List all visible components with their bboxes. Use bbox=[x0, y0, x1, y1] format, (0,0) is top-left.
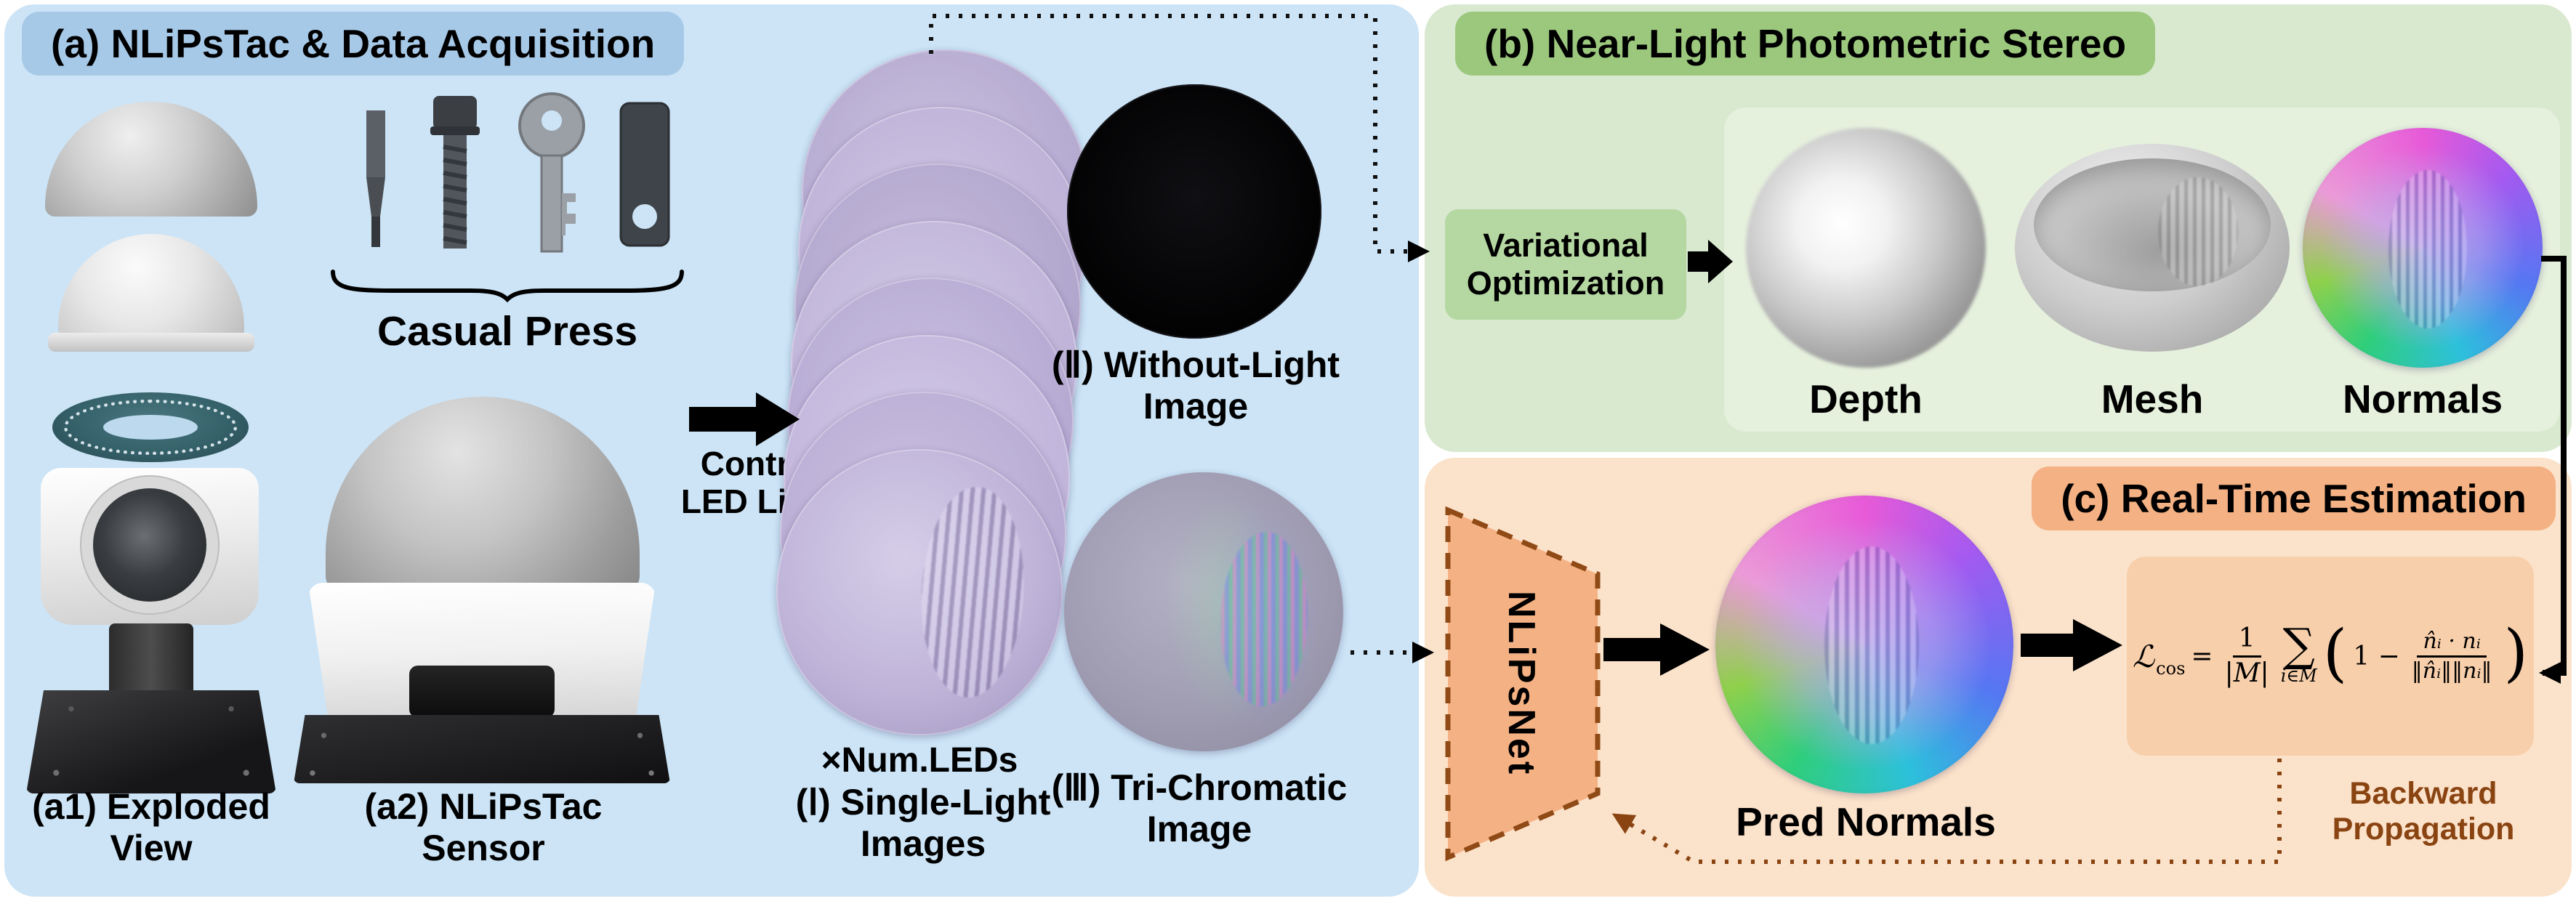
nlipsnet-label: NLiPsNet bbox=[1500, 591, 1542, 777]
tri-chromatic-imprint bbox=[1217, 530, 1311, 708]
tri-chromatic-label: (Ⅲ) Tri-Chromatic Image bbox=[1051, 767, 1348, 849]
cosine-fraction: n̂ᵢ · nᵢ ‖n̂ᵢ‖‖nᵢ‖ bbox=[2406, 629, 2498, 684]
without-light-label: (Ⅱ) Without-Light Image bbox=[1051, 344, 1340, 427]
panel-c-title: (c) Real-Time Estimation bbox=[2032, 466, 2556, 530]
exploded-camera-housing-image bbox=[41, 468, 259, 625]
loss-symbol: ℒ bbox=[2132, 638, 2155, 674]
backward-propagation-label: Backward Propagation bbox=[2332, 776, 2515, 847]
pred-normals-imprint bbox=[1824, 546, 1919, 744]
num-leds-label: ×Num.LEDs bbox=[821, 741, 1018, 780]
screwdriver-bit-image bbox=[366, 110, 385, 247]
without-light-image bbox=[1067, 84, 1321, 339]
cosine-numerator: n̂ᵢ · nᵢ bbox=[2417, 629, 2487, 658]
close-paren: ) bbox=[2503, 616, 2529, 690]
cosine-denominator: ‖n̂ᵢ‖‖nᵢ‖ bbox=[2411, 658, 2492, 684]
metal-tag-image bbox=[619, 102, 670, 247]
exploded-view-label: (a1) Exploded View bbox=[32, 786, 270, 868]
sensor-base-image bbox=[308, 583, 656, 725]
equals-sign: = bbox=[2191, 641, 2213, 671]
panel-a-title: (a) NLiPsTac & Data Acquisition bbox=[22, 12, 685, 76]
coefficient-denominator: |M| bbox=[2224, 658, 2269, 688]
loss-equation-box: ℒ cos = 1 |M| ∑ i∈M ( 1 − n̂ᵢ · nᵢ ‖n̂ᵢ‖… bbox=[2127, 557, 2534, 756]
pred-normals-image bbox=[1715, 496, 2013, 793]
one-minus-term: 1 − bbox=[2353, 641, 2400, 671]
panel-b-title: (b) Near-Light Photometric Stereo bbox=[1455, 12, 2156, 76]
variational-optimization-box: Variational Optimization bbox=[1445, 209, 1686, 320]
mesh-inner-surface bbox=[2034, 158, 2271, 292]
loss-subscript: cos bbox=[2156, 658, 2186, 679]
screw-threads bbox=[443, 145, 467, 245]
single-light-image-8 bbox=[776, 449, 1063, 735]
exploded-base-plate-image bbox=[26, 690, 276, 793]
summation-symbol: ∑ bbox=[2282, 618, 2315, 671]
underbrace-glyph bbox=[331, 270, 684, 303]
exploded-camera-column-image bbox=[109, 623, 193, 696]
summation-subscript: i∈M bbox=[2280, 666, 2317, 687]
key-image bbox=[518, 92, 585, 253]
mesh-label: Mesh bbox=[2101, 376, 2204, 421]
loss-equation: ℒ cos = 1 |M| ∑ i∈M ( 1 − n̂ᵢ · nᵢ ‖n̂ᵢ‖… bbox=[2132, 616, 2529, 690]
loss-symbol-group: ℒ cos bbox=[2132, 638, 2185, 679]
casual-press-label: Casual Press bbox=[377, 308, 638, 355]
depth-label: Depth bbox=[1809, 376, 1923, 421]
sensor-plate-image bbox=[294, 715, 670, 783]
normals-label: Normals bbox=[2342, 376, 2503, 421]
tri-chromatic-image bbox=[1064, 472, 1343, 751]
sensor-label: (a2) NLiPsTac Sensor bbox=[364, 786, 603, 868]
mesh-result-image bbox=[2015, 144, 2290, 352]
pred-normals-label: Pred Normals bbox=[1736, 799, 1996, 844]
summation-group: ∑ i∈M bbox=[2280, 618, 2317, 687]
press-imprint bbox=[916, 484, 1029, 700]
open-paren: ( bbox=[2322, 616, 2348, 690]
screw-image bbox=[430, 96, 480, 249]
coefficient-fraction: 1 |M| bbox=[2219, 625, 2275, 687]
depth-result-image bbox=[1746, 128, 1986, 368]
normals-result-image bbox=[2303, 128, 2543, 368]
normals-imprint bbox=[2388, 170, 2467, 328]
coefficient-numerator: 1 bbox=[2232, 625, 2261, 658]
exploded-led-pcb-ring-image bbox=[52, 392, 249, 462]
single-light-label: (Ⅰ) Single-Light Images bbox=[795, 782, 1051, 864]
mesh-imprint bbox=[2157, 177, 2238, 286]
